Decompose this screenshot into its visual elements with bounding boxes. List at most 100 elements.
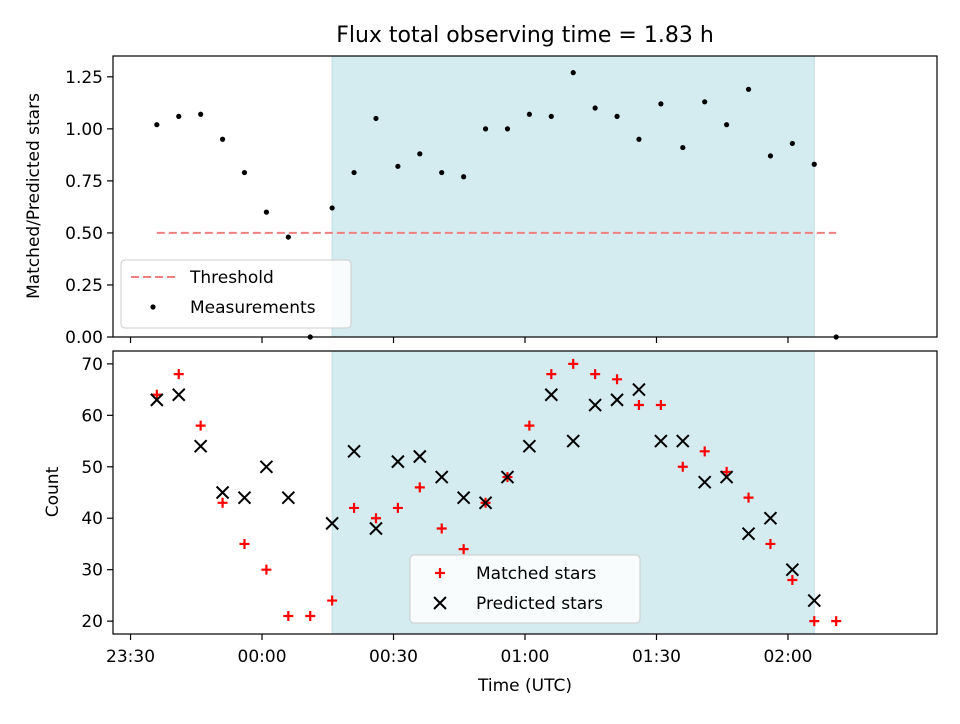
- predicted-star-point: [719, 470, 734, 484]
- matched-star-point: [831, 616, 842, 627]
- measurement-point: [417, 151, 423, 157]
- measurement-point: [176, 113, 182, 119]
- matched-star-point: [414, 482, 425, 493]
- x-tick-label: 00:00: [238, 647, 287, 667]
- predicted-star-point: [785, 562, 800, 577]
- predicted-star-point: [654, 434, 668, 448]
- top-y-tick-label: 1.25: [65, 68, 103, 88]
- bot-y-tick-label: 60: [81, 406, 103, 426]
- top-legend-box: [120, 259, 352, 329]
- predicted-star-point: [281, 490, 296, 505]
- predicted-star-point: [215, 485, 230, 500]
- matched-star-point: [458, 544, 469, 555]
- predicted-star-point: [391, 454, 405, 469]
- measurement-point: [526, 111, 532, 117]
- measurement-point: [154, 122, 160, 128]
- top-panel: Flux total observing time = 1.83 h Match…: [24, 23, 938, 348]
- top-y-axis-label: Matched/Predicted stars: [24, 93, 44, 299]
- bottom-legend: Matched stars Predicted stars: [409, 554, 641, 624]
- measurement-point: [745, 86, 752, 92]
- predicted-star-point: [237, 490, 252, 505]
- predicted-star-point: [697, 475, 712, 489]
- measurement-point: [658, 101, 664, 107]
- predicted-star-point: [347, 444, 361, 459]
- predicted-star-point: [478, 496, 493, 510]
- legend-measurements-swatch: [150, 304, 156, 310]
- measurement-point: [373, 115, 379, 122]
- matched-star-point: [633, 400, 644, 411]
- measurement-point: [592, 105, 598, 111]
- predicted-star-point: [566, 434, 580, 448]
- top-y-tick-label: 0.50: [65, 224, 103, 244]
- matched-star-point: [743, 492, 754, 503]
- predicted-star-point: [150, 393, 164, 407]
- bottom-x-axis-label: Time (UTC): [477, 676, 572, 696]
- predicted-star-point: [522, 439, 537, 453]
- matched-star-point: [349, 502, 360, 513]
- x-tick-label: 01:00: [501, 647, 550, 667]
- measurement-point: [789, 140, 795, 147]
- matched-star-point: [524, 420, 535, 431]
- measurement-point: [548, 113, 554, 119]
- matched-star-point: [612, 374, 623, 385]
- chart-title: Flux total observing time = 1.83 h: [336, 23, 714, 48]
- bottom-y-axis-label: Count: [43, 466, 63, 517]
- matched-star-point: [809, 616, 820, 627]
- predicted-star-point: [588, 398, 602, 412]
- matched-star-point: [655, 400, 666, 411]
- matched-star-point: [305, 610, 316, 621]
- measurement-point: [219, 136, 226, 142]
- x-tick-label: 01:30: [632, 647, 681, 667]
- matched-star-point: [568, 358, 579, 369]
- predicted-star-point: [325, 516, 339, 531]
- measurement-point: [241, 169, 248, 176]
- bot-y-tick-label: 50: [81, 458, 103, 478]
- bottom-plot-frame: [112, 350, 938, 635]
- legend-measurements-label: Measurements: [190, 298, 316, 318]
- measurement-point: [570, 70, 576, 76]
- legend-threshold-label: Threshold: [189, 268, 274, 288]
- bot-y-tick-label: 20: [81, 612, 103, 632]
- legend-predicted-swatch: [433, 596, 447, 610]
- matched-star-point: [699, 446, 710, 457]
- top-y-tick-label: 0.75: [65, 172, 103, 192]
- measurement-point: [504, 126, 511, 132]
- predicted-star-point: [413, 449, 427, 464]
- x-tick-label: 00:30: [369, 647, 418, 667]
- bottom-legend-box: [409, 554, 641, 624]
- predicted-star-point: [259, 460, 274, 474]
- matched-star-point: [787, 574, 798, 585]
- bottom-panel: Count Time (UTC) 20 30 40 50 60 70 23:30 00:00 0…: [43, 350, 938, 696]
- bot-y-tick-label: 40: [81, 509, 103, 529]
- measurement-point: [351, 169, 357, 176]
- top-y-tick-label: 1.00: [65, 120, 103, 140]
- measurement-point: [482, 126, 489, 132]
- matched-star-point: [173, 369, 184, 380]
- matched-star-point: [151, 389, 162, 400]
- top-plot-frame: [112, 55, 938, 338]
- x-tick-label: 02:00: [763, 647, 812, 667]
- matched-star-point: [677, 461, 688, 472]
- bot-y-tick-label: 70: [81, 355, 103, 375]
- legend-matched-label: Matched stars: [476, 564, 596, 584]
- predicted-star-point: [456, 490, 471, 505]
- legend-matched-swatch: [435, 568, 445, 578]
- predicted-star-point: [544, 388, 559, 402]
- predicted-star-point: [369, 521, 383, 536]
- measurement-point: [198, 111, 204, 117]
- measurement-point: [461, 174, 467, 180]
- measurement-point: [767, 153, 774, 159]
- top-y-tick-label: 0.00: [65, 328, 103, 348]
- legend-predicted-label: Predicted stars: [476, 594, 603, 614]
- matched-star-point: [546, 369, 557, 380]
- top-legend: Threshold Measurements: [120, 259, 352, 329]
- measurement-point: [329, 205, 335, 211]
- measurement-point: [395, 163, 401, 169]
- matched-star-point: [590, 369, 601, 380]
- matched-star-point: [283, 610, 294, 621]
- measurement-point: [614, 113, 620, 119]
- predicted-star-point: [676, 434, 690, 448]
- predicted-star-point: [807, 593, 821, 608]
- matched-star-point: [436, 523, 447, 534]
